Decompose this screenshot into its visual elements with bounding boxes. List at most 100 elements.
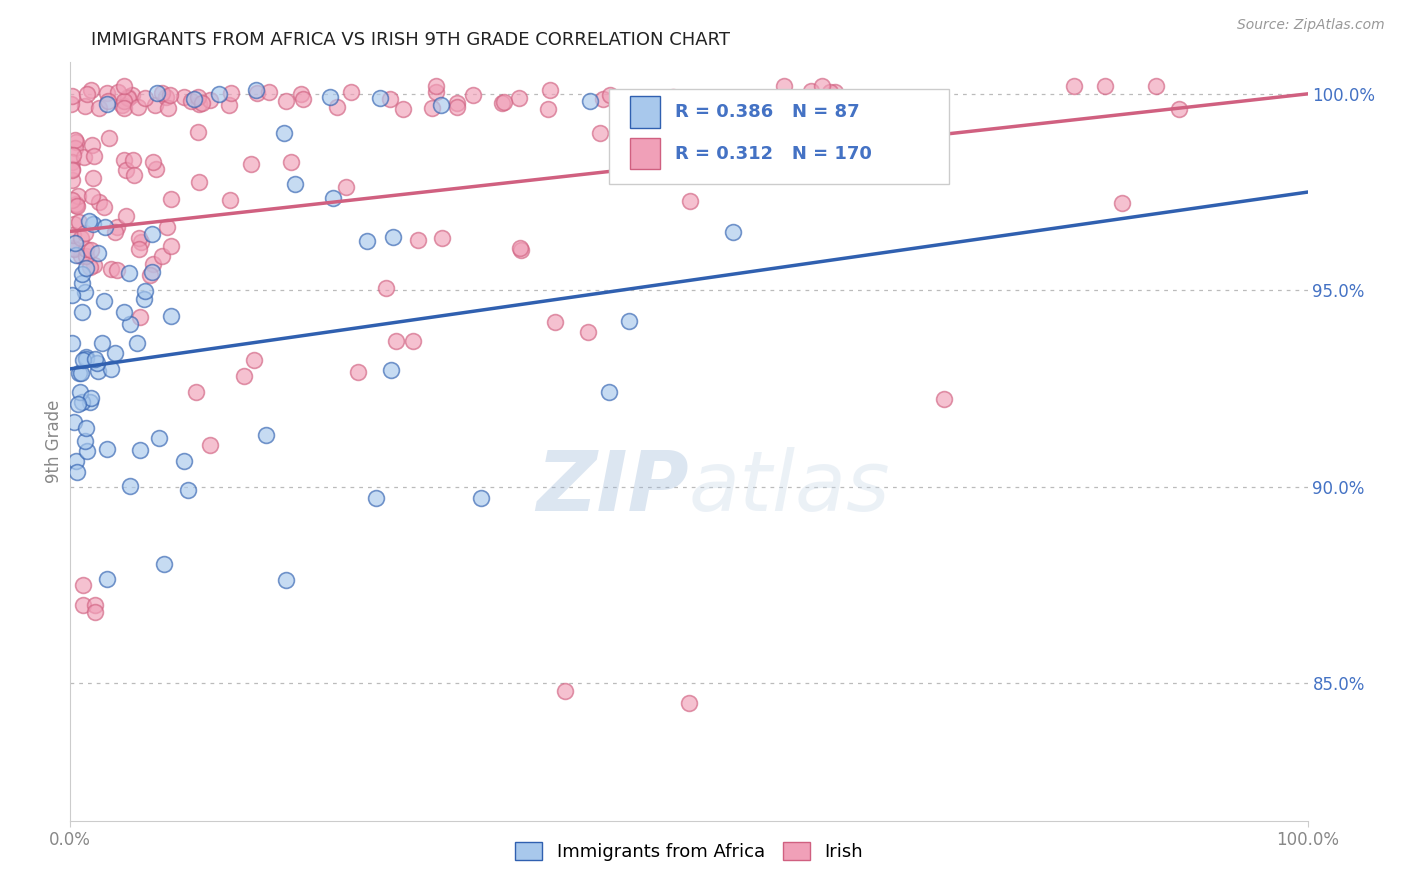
Point (93, 294, 115, 309)
Point (118, 266, 141, 280)
Point (84, 598, 107, 612)
Point (188, 96, 211, 111)
Point (121, 87, 143, 102)
Point (911, 102, 934, 116)
Point (148, 431, 170, 445)
Point (122, 153, 145, 167)
Point (173, 454, 195, 468)
Point (141, 227, 163, 242)
Point (112, 153, 135, 167)
Point (134, 292, 156, 306)
Point (80, 189, 103, 203)
Point (65, 133, 87, 147)
Point (127, 100, 149, 114)
Point (380, 363, 402, 377)
Point (67, 397, 90, 411)
Point (347, 366, 370, 380)
Point (290, 87, 312, 102)
Point (80, 391, 103, 405)
Point (156, 220, 179, 235)
Point (721, 225, 744, 239)
Point (510, 243, 533, 257)
Point (446, 96, 468, 111)
Point (406, 233, 429, 247)
Point (82, 171, 104, 186)
Point (598, 384, 620, 399)
Point (150, 86, 173, 100)
Point (72, 578, 94, 592)
Point (75, 285, 97, 299)
Point (917, 96, 939, 111)
Point (1168, 102, 1191, 116)
Point (322, 191, 344, 205)
Point (107, 85, 129, 99)
Point (384, 334, 406, 349)
Point (160, 309, 183, 323)
Point (96, 87, 118, 101)
Point (65, 135, 87, 149)
Point (824, 86, 846, 100)
Point (246, 87, 269, 101)
Point (117, 90, 139, 104)
Point (538, 83, 561, 97)
Point (589, 126, 612, 140)
Point (156, 101, 179, 115)
Point (180, 95, 202, 109)
Point (368, 91, 391, 105)
Point (70, 249, 93, 263)
Point (100, 362, 122, 376)
Point (70, 394, 93, 409)
Point (83, 149, 105, 163)
Text: R = 0.312   N = 170: R = 0.312 N = 170 (675, 145, 872, 162)
Point (599, 88, 621, 103)
Point (375, 280, 398, 294)
Point (75, 350, 97, 364)
Point (446, 100, 468, 114)
Point (86, 356, 108, 370)
Point (177, 483, 200, 497)
Point (537, 102, 560, 116)
Point (67, 366, 90, 380)
Point (221, 86, 243, 100)
Point (243, 353, 266, 368)
Point (72, 598, 94, 612)
Point (704, 95, 727, 110)
Point (60, 193, 83, 207)
Point (100, 262, 122, 277)
Point (131, 235, 153, 249)
Point (89, 195, 111, 210)
Point (60, 89, 83, 103)
Point (60, 173, 83, 187)
Legend: Immigrants from Africa, Irish: Immigrants from Africa, Irish (508, 835, 870, 869)
Point (72, 353, 94, 368)
Point (122, 168, 145, 182)
Point (82, 138, 104, 153)
Point (98, 131, 121, 145)
Point (75, 421, 97, 435)
Point (340, 85, 363, 99)
Point (430, 230, 453, 244)
Point (491, 95, 513, 110)
Point (592, 91, 614, 105)
Point (420, 102, 443, 116)
Point (112, 305, 135, 319)
Point (73, 226, 96, 240)
Point (63, 242, 86, 256)
Point (70, 305, 93, 319)
Point (184, 384, 207, 399)
Point (104, 225, 127, 239)
Point (191, 96, 214, 111)
Point (544, 315, 567, 329)
Point (75, 242, 97, 256)
Point (187, 176, 209, 190)
Point (150, 248, 173, 262)
Point (75, 249, 97, 263)
Point (378, 92, 401, 106)
Point (87, 363, 110, 377)
Point (129, 310, 152, 324)
Point (470, 491, 492, 505)
Point (628, 95, 651, 109)
Point (934, 392, 956, 406)
Point (67, 214, 90, 228)
Point (77, 214, 100, 228)
